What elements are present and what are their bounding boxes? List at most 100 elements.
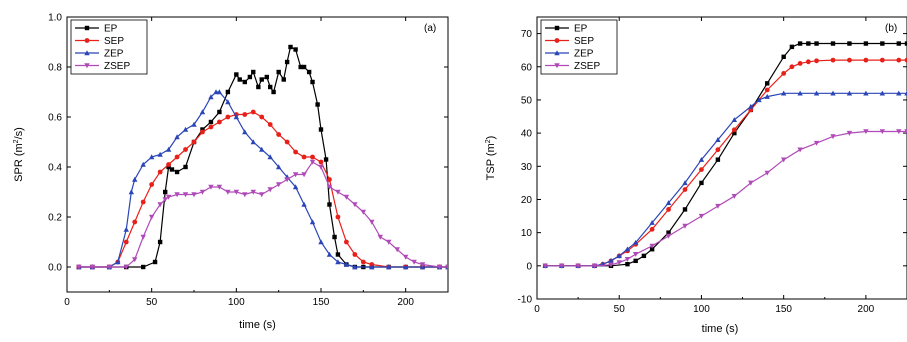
legend-marker	[84, 50, 90, 56]
data-point	[256, 84, 261, 90]
data-point	[174, 192, 180, 198]
data-point	[666, 207, 671, 212]
data-point	[394, 247, 400, 253]
data-point	[335, 259, 341, 265]
data-point	[132, 176, 138, 182]
data-point	[698, 213, 705, 219]
data-point	[310, 79, 315, 85]
data-point	[157, 239, 163, 245]
x-tick-label: 200	[397, 297, 414, 308]
data-point	[149, 182, 155, 187]
data-point	[591, 263, 598, 269]
data-point	[141, 264, 146, 270]
data-point	[208, 119, 214, 125]
data-point	[163, 189, 168, 195]
data-point	[292, 172, 299, 178]
data-point	[165, 146, 172, 152]
series-ep	[76, 44, 448, 270]
data-point	[76, 264, 82, 270]
data-point	[264, 74, 270, 80]
data-point	[208, 94, 214, 100]
data-point	[616, 260, 622, 266]
data-point	[879, 90, 886, 96]
data-point	[830, 57, 836, 63]
data-point	[360, 259, 366, 265]
data-point	[797, 147, 803, 153]
data-point	[665, 233, 672, 239]
data-point	[335, 189, 341, 195]
series-zsep	[76, 159, 448, 270]
data-point	[200, 129, 205, 135]
data-point	[140, 199, 146, 205]
data-point	[360, 209, 367, 215]
series-zsep	[542, 129, 907, 269]
data-point	[165, 194, 172, 200]
series-zep	[76, 89, 448, 270]
data-point	[208, 124, 214, 130]
x-axis-label: time (s)	[239, 319, 276, 331]
data-point	[756, 97, 762, 103]
data-point	[318, 164, 324, 170]
series-line-sep	[78, 111, 448, 268]
data-point	[293, 149, 298, 155]
data-point	[318, 127, 324, 132]
y-tick-label: 0.8	[48, 63, 62, 74]
data-point	[323, 157, 329, 162]
y-tick-label: 0.6	[48, 113, 62, 124]
data-point	[352, 264, 358, 270]
x-tick-label: 200	[858, 304, 875, 315]
data-point	[182, 192, 189, 198]
data-point	[183, 147, 188, 152]
data-point	[268, 84, 273, 90]
data-point	[781, 54, 786, 60]
data-point	[259, 146, 265, 152]
data-point	[896, 57, 902, 63]
data-point	[814, 58, 819, 64]
data-point	[698, 156, 705, 162]
legend-label: SEP	[104, 36, 124, 47]
data-point	[275, 182, 282, 188]
data-point	[846, 130, 853, 136]
data-point	[386, 264, 392, 270]
x-tick-label: 0	[64, 297, 70, 308]
series-ep	[543, 41, 907, 269]
data-point	[682, 187, 688, 192]
data-point	[411, 259, 417, 265]
data-point	[242, 192, 248, 198]
y-tick-label: 30	[521, 162, 533, 173]
data-point	[242, 112, 248, 117]
data-point	[128, 189, 135, 195]
data-point	[327, 202, 332, 207]
data-point	[123, 264, 129, 270]
data-point	[225, 89, 231, 95]
legend-marker	[84, 38, 90, 43]
legend-label: SEP	[574, 36, 594, 47]
data-point	[301, 201, 307, 207]
plot-frame-b	[536, 16, 907, 300]
x-axis-label: time (s)	[702, 323, 739, 335]
y-tick-label: 0.4	[48, 163, 62, 174]
data-point	[863, 129, 869, 135]
data-point	[715, 157, 721, 162]
legend-label: ZSEP	[574, 61, 600, 72]
data-point	[616, 253, 622, 259]
data-point	[731, 193, 738, 199]
data-point	[301, 172, 307, 178]
data-point	[233, 189, 240, 195]
data-point	[352, 202, 358, 208]
data-point	[199, 109, 206, 115]
data-point	[633, 258, 638, 264]
y-axis-label: TSP (m2)	[485, 136, 497, 181]
legend-marker	[84, 25, 90, 31]
data-point	[797, 41, 803, 46]
data-point	[301, 154, 307, 160]
data-point	[148, 154, 155, 160]
series-line-zep	[545, 92, 907, 267]
data-point	[343, 194, 350, 200]
data-point	[830, 41, 836, 46]
data-point	[132, 257, 138, 263]
data-point	[369, 264, 375, 270]
legend-marker	[554, 50, 560, 56]
